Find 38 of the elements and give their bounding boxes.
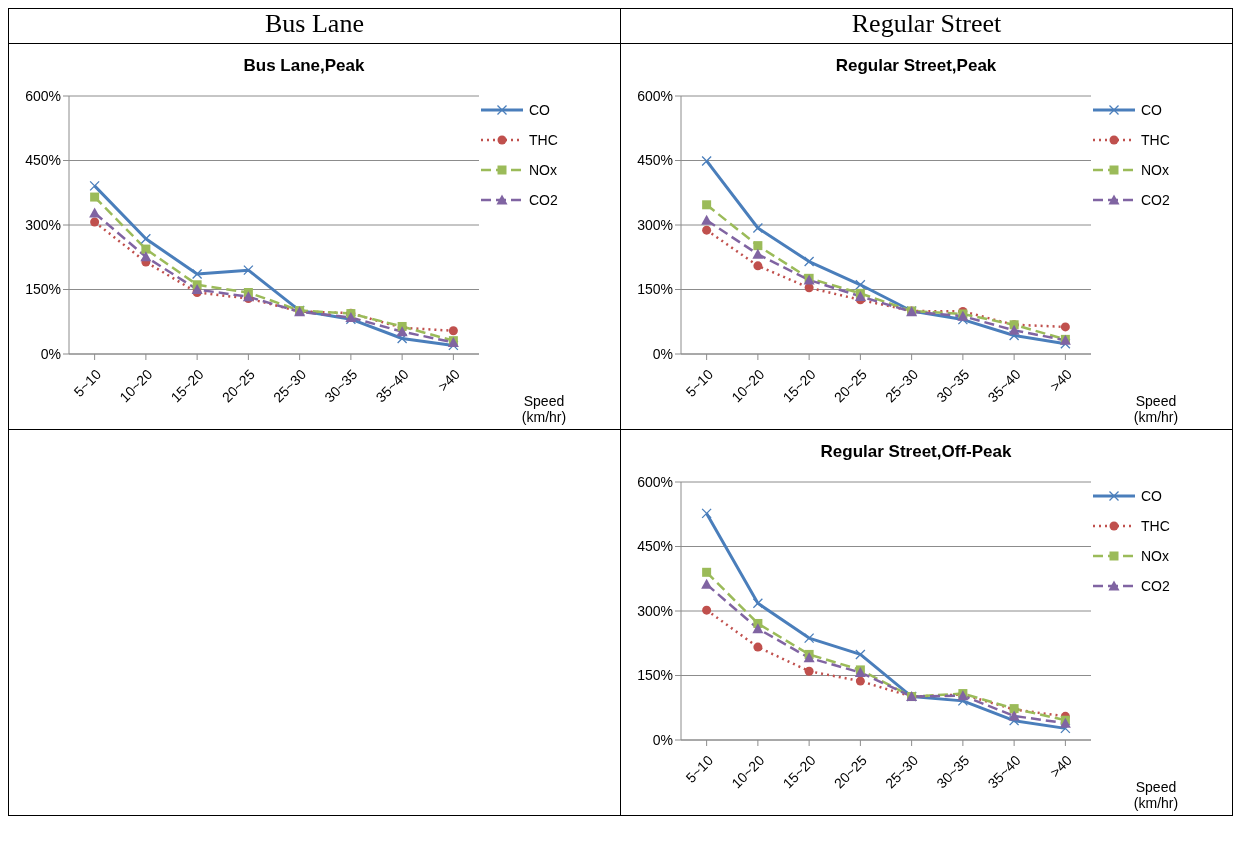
legend-label: THC <box>1141 132 1170 148</box>
y-tick-label: 600% <box>637 87 673 104</box>
legend-label: NOx <box>1141 548 1169 564</box>
y-tick-label: 600% <box>637 473 673 490</box>
y-tick-label: 450% <box>25 152 61 169</box>
legend-label: CO <box>529 102 550 118</box>
x-axis-title: Speed (km/hr) <box>1132 393 1180 425</box>
legend-label: THC <box>1141 518 1170 534</box>
y-tick-label: 150% <box>637 281 673 298</box>
legend-label: CO2 <box>1141 192 1170 208</box>
y-tick-label: 300% <box>637 216 673 233</box>
x-tick-label: >40 <box>434 366 463 395</box>
x-tick-label: >40 <box>1046 752 1075 781</box>
chart-title: Bus Lane,Peak <box>242 55 366 77</box>
y-tick-label: 0% <box>652 345 673 362</box>
x-axis-title: Speed (km/hr) <box>520 393 568 425</box>
y-tick-label: 0% <box>652 731 673 748</box>
legend-label: NOx <box>529 162 557 178</box>
text: Bus Lane <box>265 9 364 38</box>
y-tick-label: 0% <box>40 345 61 362</box>
y-tick-label: 600% <box>25 87 61 104</box>
x-axis-title: Speed (km/hr) <box>1132 779 1180 811</box>
legend-label: THC <box>529 132 558 148</box>
y-tick-label: 450% <box>637 538 673 555</box>
y-tick-label: 300% <box>25 216 61 233</box>
legend-label: CO <box>1141 488 1162 504</box>
chart-title: Regular Street,Peak <box>834 55 998 77</box>
legend-label: NOx <box>1141 162 1169 178</box>
y-tick-label: 300% <box>637 602 673 619</box>
y-tick-label: 150% <box>637 667 673 684</box>
y-tick-label: 150% <box>25 281 61 298</box>
x-tick-label: >40 <box>1046 366 1075 395</box>
chart-title: Regular Street,Off-Peak <box>819 441 1013 463</box>
legend-label: CO2 <box>1141 578 1170 594</box>
legend-label: CO2 <box>529 192 558 208</box>
legend-label: CO <box>1141 102 1162 118</box>
text: Regular Street <box>851 9 1002 38</box>
y-tick-label: 450% <box>637 152 673 169</box>
